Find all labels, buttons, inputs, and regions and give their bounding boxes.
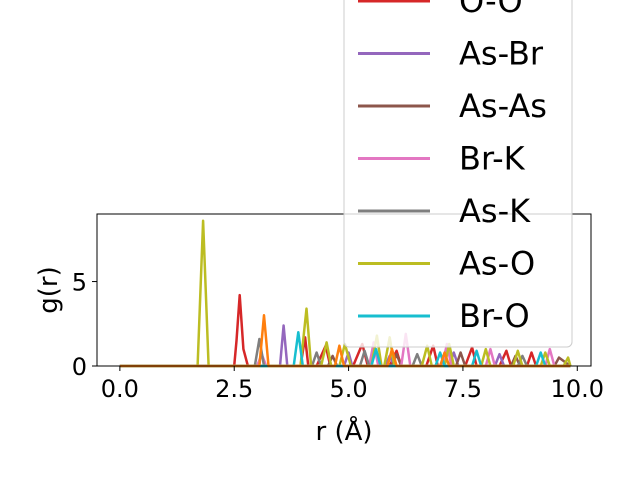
series-line-as-k	[119, 337, 571, 368]
x-axis-ticks: 0.0 2.5 5.0 7.5 10.0	[101, 366, 604, 403]
x-axis-label: r (Å)	[315, 415, 372, 447]
y-axis-label: g(r)	[34, 266, 64, 313]
legend-label: As-Br	[459, 35, 544, 73]
legend-label: Br-K	[459, 140, 526, 178]
legend: O-O As-Br As-As Br-K As-K As-O Br-O	[343, 0, 573, 348]
y-tick-label: 5	[72, 269, 87, 297]
legend-label: As-O	[459, 245, 535, 283]
x-tick-label: 2.5	[215, 375, 253, 403]
legend-label: Br-O	[459, 297, 530, 335]
legend-label: As-As	[459, 87, 547, 125]
x-tick-label: 5.0	[329, 375, 367, 403]
legend-label: As-K	[459, 192, 531, 230]
x-tick-label: 0.0	[101, 375, 139, 403]
series-line-br-o	[119, 330, 571, 368]
legend-label: O-O	[459, 0, 523, 20]
x-tick-label: 10.0	[551, 375, 604, 403]
y-tick-label: 0	[72, 353, 87, 381]
y-axis-ticks: 05	[72, 269, 97, 381]
legend-box	[343, 0, 573, 348]
x-tick-label: 7.5	[444, 375, 482, 403]
legend-entries: O-O As-Br As-As Br-K As-K As-O Br-O	[358, 0, 547, 335]
